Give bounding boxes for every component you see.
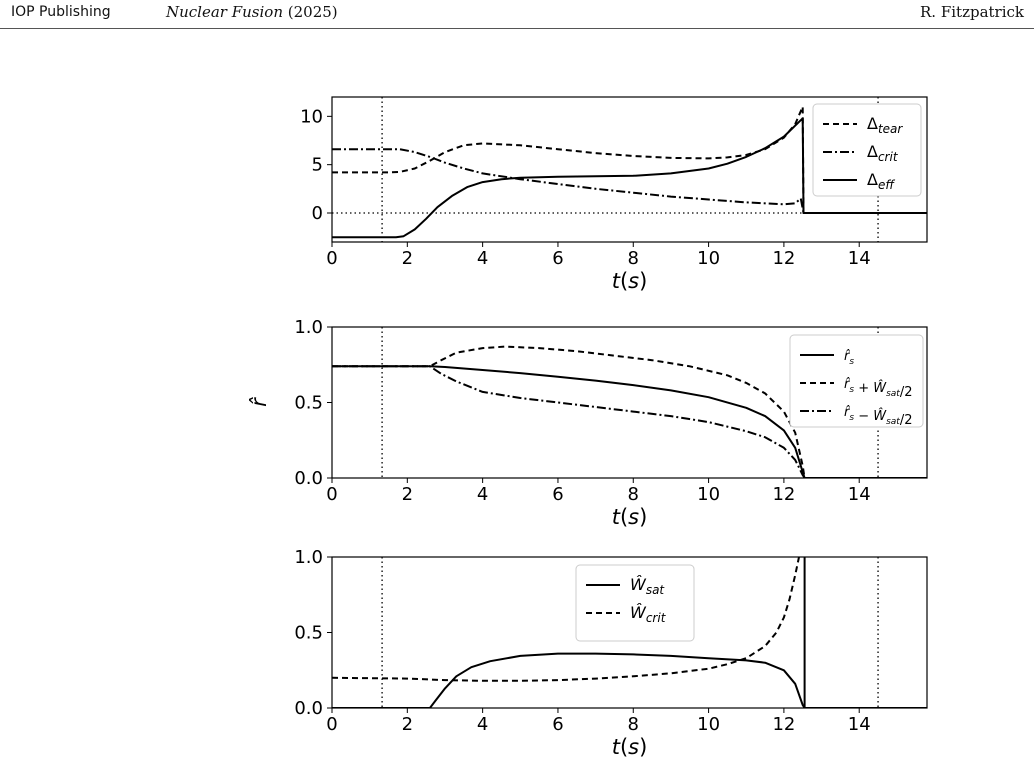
x-tick-label: 4 [477,714,488,735]
series-line-1 [332,365,927,478]
x-tick-label: 0 [326,714,337,735]
series-line-3 [332,365,927,478]
legend-label: r̂s − Ŵsat/2 [844,405,912,428]
series-group [332,105,927,239]
header-rule [0,28,1034,29]
series-line-2 [332,557,800,682]
x-tick-label: 8 [628,248,639,269]
y-tick-label: 0.5 [294,623,323,644]
x-tick-label: 14 [848,714,871,735]
y-tick-label: 0 [312,203,323,224]
y-tick-label: 1.0 [294,547,323,568]
series-group [332,557,927,708]
legend-label: Δtear [867,114,903,136]
legend: Δtear Δcrit Δeff [812,103,922,197]
y-tick-label: 0.5 [294,393,323,414]
x-tick-label: 8 [628,484,639,505]
x-tick-label: 2 [402,484,413,505]
x-tick-label: 8 [628,714,639,735]
x-tick-label: 12 [772,714,795,735]
x-axis-label: t(s) [612,269,648,293]
x-tick-label: 0 [326,484,337,505]
legend-label: r̂s [844,349,854,367]
x-axis-label: t(s) [612,505,648,529]
y-axis-label: r̂ [247,397,271,407]
series-line-2 [332,345,927,478]
x-tick-label: 0 [326,248,337,269]
y-tick-label: 0.0 [294,468,323,489]
x-tick-label: 4 [477,248,488,269]
publisher-name: IOP Publishing [11,4,111,20]
journal-name: Nuclear Fusion [166,3,283,21]
y-tick-label: 0.0 [294,698,323,719]
legend-label: r̂s + Ŵsat/2 [844,377,912,400]
x-tick-label: 6 [552,484,563,505]
x-tick-label: 14 [848,248,871,269]
x-tick-label: 10 [697,714,720,735]
legend: Ŵsat Ŵcrit [575,564,695,642]
author-name: R. Fitzpatrick [920,3,1024,21]
x-axis-label: t(s) [612,735,648,759]
legend-label: Δcrit [867,142,899,164]
x-tick-label: 12 [772,248,795,269]
panel-2: 0 2 4 6 8 10 12 14 0.0 0.5 1.0 t(s) r̂ r̂s r̂s + Ŵsat/… [247,317,928,529]
x-tick-label: 2 [402,248,413,269]
series-line-2 [332,148,927,214]
legend-box [812,103,922,197]
series-group [332,345,927,478]
x-tick-label: 2 [402,714,413,735]
x-tick-label: 10 [697,248,720,269]
journal-year: (2025) [287,3,338,21]
y-tick-label: 5 [312,155,323,176]
x-tick-label: 6 [552,714,563,735]
y-tick-label: 1.0 [294,317,323,338]
x-tick-label: 4 [477,484,488,505]
x-tick-label: 12 [772,484,795,505]
legend-label: Δeff [867,170,895,192]
x-tick-label: 14 [848,484,871,505]
journal-citation: Nuclear Fusion (2025) [166,3,338,21]
series-line-1 [332,652,927,708]
panel-3: 0 2 4 6 8 10 12 14 0.0 0.5 1.0 t(s) Ŵsat Ŵcrit [294,547,928,759]
series-line-3 [332,117,927,239]
legend-box [789,334,924,428]
axes-frame [331,96,928,243]
panel-1: 0 2 4 6 8 10 12 14 0 5 10 t(s) Δtear Δcrit Δeff [300,96,928,293]
x-tick-label: 6 [552,248,563,269]
legend-label: Ŵcrit [630,603,667,625]
legend-label: Ŵsat [630,575,665,597]
x-tick-label: 10 [697,484,720,505]
running-head: IOP Publishing Nuclear Fusion (2025) R. … [0,0,1034,30]
legend: r̂s r̂s + Ŵsat/2 r̂s − Ŵsat/2 [789,334,924,428]
y-tick-label: 10 [300,106,323,127]
